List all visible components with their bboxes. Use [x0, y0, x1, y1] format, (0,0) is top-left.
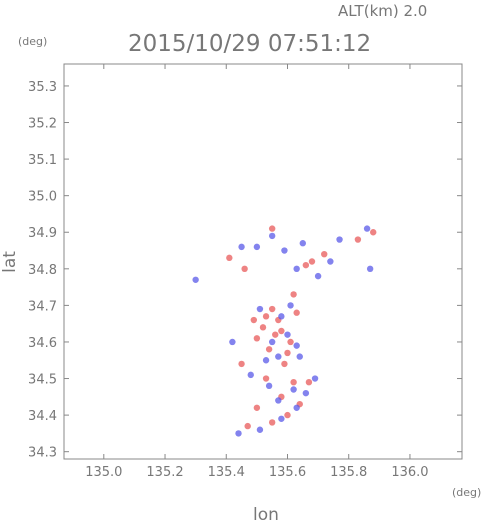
data-point [268, 225, 276, 232]
data-point [363, 225, 371, 232]
data-point [268, 419, 276, 426]
data-point [311, 375, 319, 382]
data-point [281, 247, 288, 254]
data-point [327, 258, 334, 265]
data-point [256, 305, 264, 313]
data-point [265, 382, 273, 390]
data-point [284, 331, 291, 338]
altitude-label: ALT(km) 2.0 [338, 2, 427, 20]
x-tick-label: 135.8 [330, 465, 367, 480]
data-point [354, 236, 362, 243]
data-point [370, 229, 377, 236]
data-point [253, 335, 261, 342]
data-point [241, 265, 248, 273]
y-tick-label: 35.2 [28, 117, 57, 132]
x-tick-label: 136.0 [391, 465, 428, 480]
x-tick-label: 135.4 [208, 465, 245, 480]
data-point [253, 404, 261, 411]
data-point [366, 265, 374, 273]
data-point [262, 375, 270, 382]
y-tick-label: 34.7 [28, 299, 57, 314]
axis-ticks: 135.0 135.2 135.4 135.6 135.8 136.0 34.3 34.4 34… [28, 64, 462, 480]
data-point [278, 313, 285, 320]
data-point [278, 327, 285, 335]
data-point [226, 254, 233, 262]
y-tick-label: 34.4 [28, 409, 57, 424]
x-axis-unit: (deg) [452, 486, 481, 499]
data-point [238, 360, 245, 368]
data-point [275, 353, 282, 360]
data-point [290, 386, 297, 393]
data-point [321, 250, 328, 258]
data-point [247, 371, 254, 379]
data-point [287, 338, 294, 346]
data-point [235, 430, 242, 437]
data-point [293, 342, 300, 349]
y-axis-unit: (deg) [18, 35, 47, 48]
x-axis-label: lon [253, 505, 279, 521]
data-point [296, 353, 303, 360]
data-point [305, 378, 313, 386]
data-point [284, 349, 291, 357]
data-point [192, 276, 199, 283]
y-tick-label: 34.9 [28, 226, 57, 241]
data-point [278, 415, 285, 422]
data-point [259, 324, 267, 331]
data-point [265, 346, 273, 353]
plot-frame [63, 63, 463, 460]
data-point [244, 422, 251, 430]
data-point [262, 313, 270, 320]
data-point [272, 331, 279, 338]
y-tick-label: 35.3 [28, 80, 57, 95]
y-axis-label: lat [0, 251, 20, 273]
data-point [302, 261, 310, 269]
y-tick-label: 34.5 [28, 373, 57, 388]
data-point [238, 243, 245, 251]
data-point [287, 302, 294, 309]
data-point [314, 272, 322, 280]
x-tick-label: 135.6 [269, 465, 306, 480]
x-tick-label: 135.2 [146, 465, 183, 480]
data-point [293, 309, 300, 316]
data-point [262, 357, 270, 364]
echo-points [192, 225, 377, 437]
data-point [268, 232, 276, 240]
data-point [281, 360, 288, 368]
y-tick-label: 34.6 [28, 336, 57, 351]
data-point [268, 305, 276, 313]
y-tick-label: 35.0 [28, 190, 57, 205]
data-point [284, 411, 291, 419]
y-tick-label: 35.1 [28, 153, 57, 168]
data-point [250, 316, 258, 324]
data-point [299, 240, 306, 247]
data-point [290, 378, 297, 386]
chart-title: 2015/10/29 07:51:12 [128, 31, 371, 57]
data-point [229, 338, 236, 346]
data-point [256, 426, 264, 433]
data-point [268, 338, 276, 346]
data-point [302, 389, 310, 397]
data-point [308, 258, 316, 265]
data-point [290, 291, 297, 298]
y-tick-label: 34.3 [28, 446, 57, 461]
data-point [336, 236, 343, 243]
data-point [293, 265, 300, 273]
data-point [293, 404, 300, 411]
data-point [253, 243, 261, 251]
x-tick-label: 135.0 [85, 465, 122, 480]
y-tick-label: 34.8 [28, 263, 57, 278]
data-point [275, 397, 282, 404]
